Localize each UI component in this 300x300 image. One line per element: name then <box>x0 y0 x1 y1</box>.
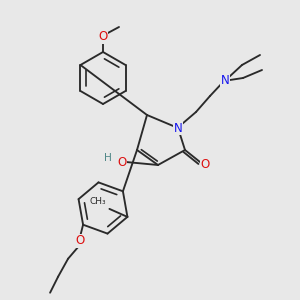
Text: O: O <box>117 155 127 169</box>
Text: N: N <box>174 122 182 134</box>
Text: H: H <box>104 153 112 163</box>
Text: O: O <box>76 234 85 247</box>
Text: CH₃: CH₃ <box>90 197 106 206</box>
Text: O: O <box>200 158 210 172</box>
Text: N: N <box>220 74 230 86</box>
Text: O: O <box>98 31 108 44</box>
